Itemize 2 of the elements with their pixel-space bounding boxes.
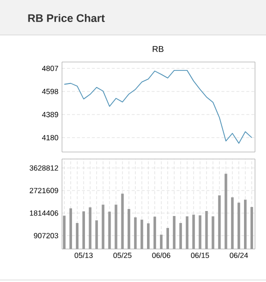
chart-title: RB Price Chart [28,14,105,22]
chart-subtitle: RB [152,46,164,52]
